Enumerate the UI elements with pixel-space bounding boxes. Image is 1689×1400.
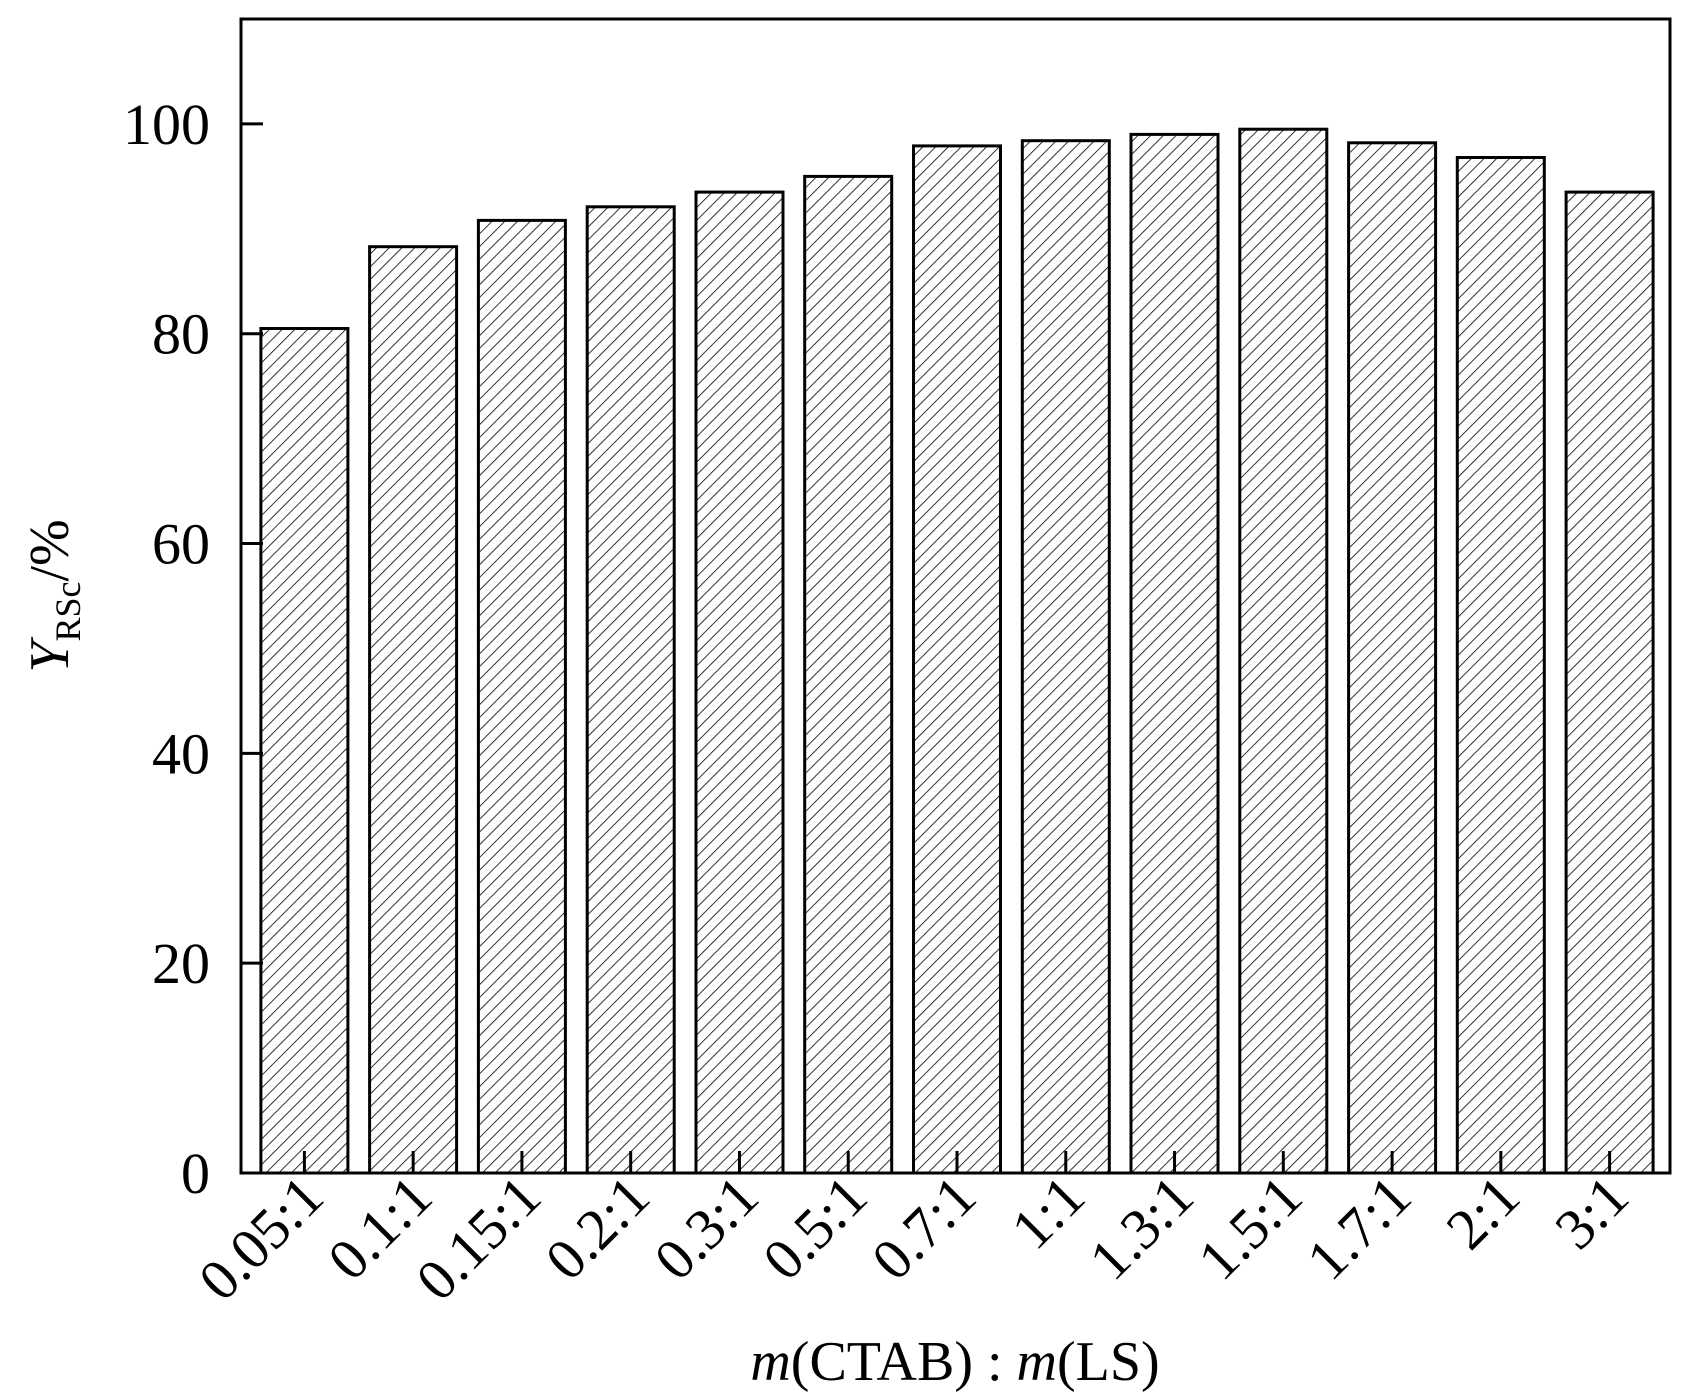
bar-4 — [694, 190, 785, 1175]
x-ticks-group — [302, 1151, 1612, 1173]
y-tick-labels-group: 0 20 40 60 80 100 — [123, 92, 210, 1206]
bar-10 — [1347, 141, 1438, 1175]
x-tick-label-11: 2:1 — [1434, 1163, 1532, 1261]
x-tick-label-6: 0.7:1 — [859, 1163, 988, 1292]
bar-12 — [1564, 190, 1655, 1175]
bar-3 — [585, 205, 676, 1175]
bar-11 — [1455, 156, 1546, 1175]
x-tick-label-10: 1.7:1 — [1294, 1163, 1423, 1292]
y-tick-label-4: 80 — [152, 302, 210, 367]
y-axis-title: YRSc/% — [19, 519, 88, 672]
plot-frame — [239, 17, 1672, 1175]
y-axis-title-sub: RSc — [48, 582, 88, 642]
y-axis-title-unit: /% — [19, 519, 81, 581]
x-tick-label-12: 3:1 — [1542, 1163, 1640, 1261]
bar-7 — [1020, 139, 1111, 1175]
x-axis-title-m2: m — [1017, 1331, 1057, 1393]
y-tick-label-5: 100 — [123, 92, 210, 157]
bar-6 — [912, 144, 1002, 1175]
bar-8 — [1129, 132, 1220, 1175]
x-tick-label-4: 0.3:1 — [642, 1163, 771, 1292]
x-tick-label-2: 0.15:1 — [403, 1163, 553, 1313]
bar-0 — [259, 327, 350, 1175]
y-tick-label-3: 60 — [152, 512, 210, 577]
x-tick-label-5: 0.5:1 — [750, 1163, 879, 1292]
bar-5 — [803, 174, 894, 1175]
bar-2 — [476, 218, 567, 1175]
x-tick-label-3: 0.2:1 — [533, 1163, 662, 1292]
x-axis-title-colon: : — [973, 1331, 1017, 1393]
x-axis-title-m1: m — [750, 1331, 790, 1393]
y-tick-label-1: 20 — [152, 931, 210, 996]
bar-1 — [368, 245, 459, 1175]
x-tick-labels-group: 0.05:10.1:10.15:10.2:10.3:10.5:10.7:1 1:1… — [186, 1163, 1641, 1313]
x-axis-title: m(CTAB) : m(LS) — [750, 1331, 1159, 1393]
y-tick-label-2: 40 — [152, 721, 210, 786]
y-tick-label-0: 0 — [181, 1141, 210, 1206]
y-axis-title-y: Y — [19, 636, 81, 673]
x-axis-title-ctab: (CTAB) — [791, 1331, 973, 1393]
x-tick-label-9: 1.5:1 — [1185, 1163, 1314, 1292]
x-axis-title-ls: (LS) — [1057, 1331, 1160, 1393]
x-tick-label-8: 1.3:1 — [1077, 1163, 1206, 1292]
bar-9 — [1238, 127, 1329, 1175]
bars-group — [259, 127, 1655, 1175]
